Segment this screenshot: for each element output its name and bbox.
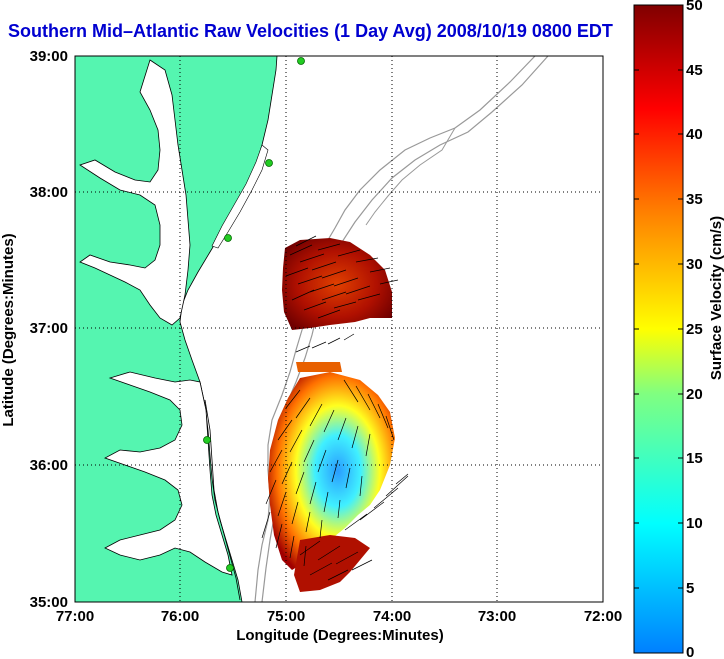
colorbar-tick-label: 50 <box>686 0 703 14</box>
coastal-lagoon <box>211 144 269 249</box>
x-tick-label: 74:00 <box>373 608 411 625</box>
y-tick-label: 35:00 <box>30 594 68 611</box>
colorbar-ticks <box>634 4 683 589</box>
colorbar-tick-label: 10 <box>686 515 703 532</box>
x-axis-label: Longitude (Degrees:Minutes) <box>236 627 444 644</box>
station-marker <box>224 234 232 242</box>
colorbar <box>633 4 684 654</box>
velocity-strip <box>296 362 342 372</box>
x-tick-label: 75:00 <box>267 608 305 625</box>
colorbar-label: Surface Velocity (cm/s) <box>708 216 724 380</box>
x-tick-label: 73:00 <box>478 608 516 625</box>
velocity-patch-north <box>282 238 392 330</box>
radar-stations <box>203 57 305 572</box>
x-tick-label: 76:00 <box>161 608 199 625</box>
colorbar-tick-label: 0 <box>686 644 694 659</box>
velocity-vectors <box>261 235 409 581</box>
x-ticks: 77:00 76:00 75:00 74:00 73:00 72:00 <box>56 608 622 625</box>
y-tick-label: 37:00 <box>30 320 68 337</box>
colorbar-tick-label: 15 <box>686 450 703 467</box>
y-tick-label: 36:00 <box>30 457 68 474</box>
velocity-patch-tail <box>294 535 370 592</box>
station-marker <box>226 564 234 572</box>
y-ticks: 39:00 38:00 37:00 36:00 35:00 <box>30 48 68 611</box>
station-marker <box>265 159 273 167</box>
colorbar-tick-label: 30 <box>686 256 703 273</box>
colorbar-tick-label: 20 <box>686 386 703 403</box>
colorbar-tick-label: 5 <box>686 580 694 597</box>
map-title: Southern Mid–Atlantic Raw Velocities (1 … <box>8 21 613 41</box>
y-tick-label: 39:00 <box>30 48 68 65</box>
colorbar-tick-labels: 50 45 40 35 30 25 20 15 10 5 0 <box>686 0 703 659</box>
station-marker <box>297 57 305 65</box>
y-tick-label: 38:00 <box>30 184 68 201</box>
x-tick-label: 72:00 <box>584 608 622 625</box>
colorbar-tick-label: 25 <box>686 321 703 338</box>
x-tick-label: 77:00 <box>56 608 94 625</box>
grid-lines <box>75 56 603 602</box>
colorbar-tick-label: 40 <box>686 126 703 143</box>
velocity-patch-south <box>268 372 395 570</box>
bathymetry-contour <box>365 127 456 226</box>
colorbar-tick-label: 45 <box>686 62 703 79</box>
y-axis-label: Latitude (Degrees:Minutes) <box>0 233 17 426</box>
colorbar-tick-label: 35 <box>686 191 703 208</box>
pamlico-sound <box>104 371 233 576</box>
station-marker <box>203 436 211 444</box>
plot-frame <box>74 55 604 603</box>
